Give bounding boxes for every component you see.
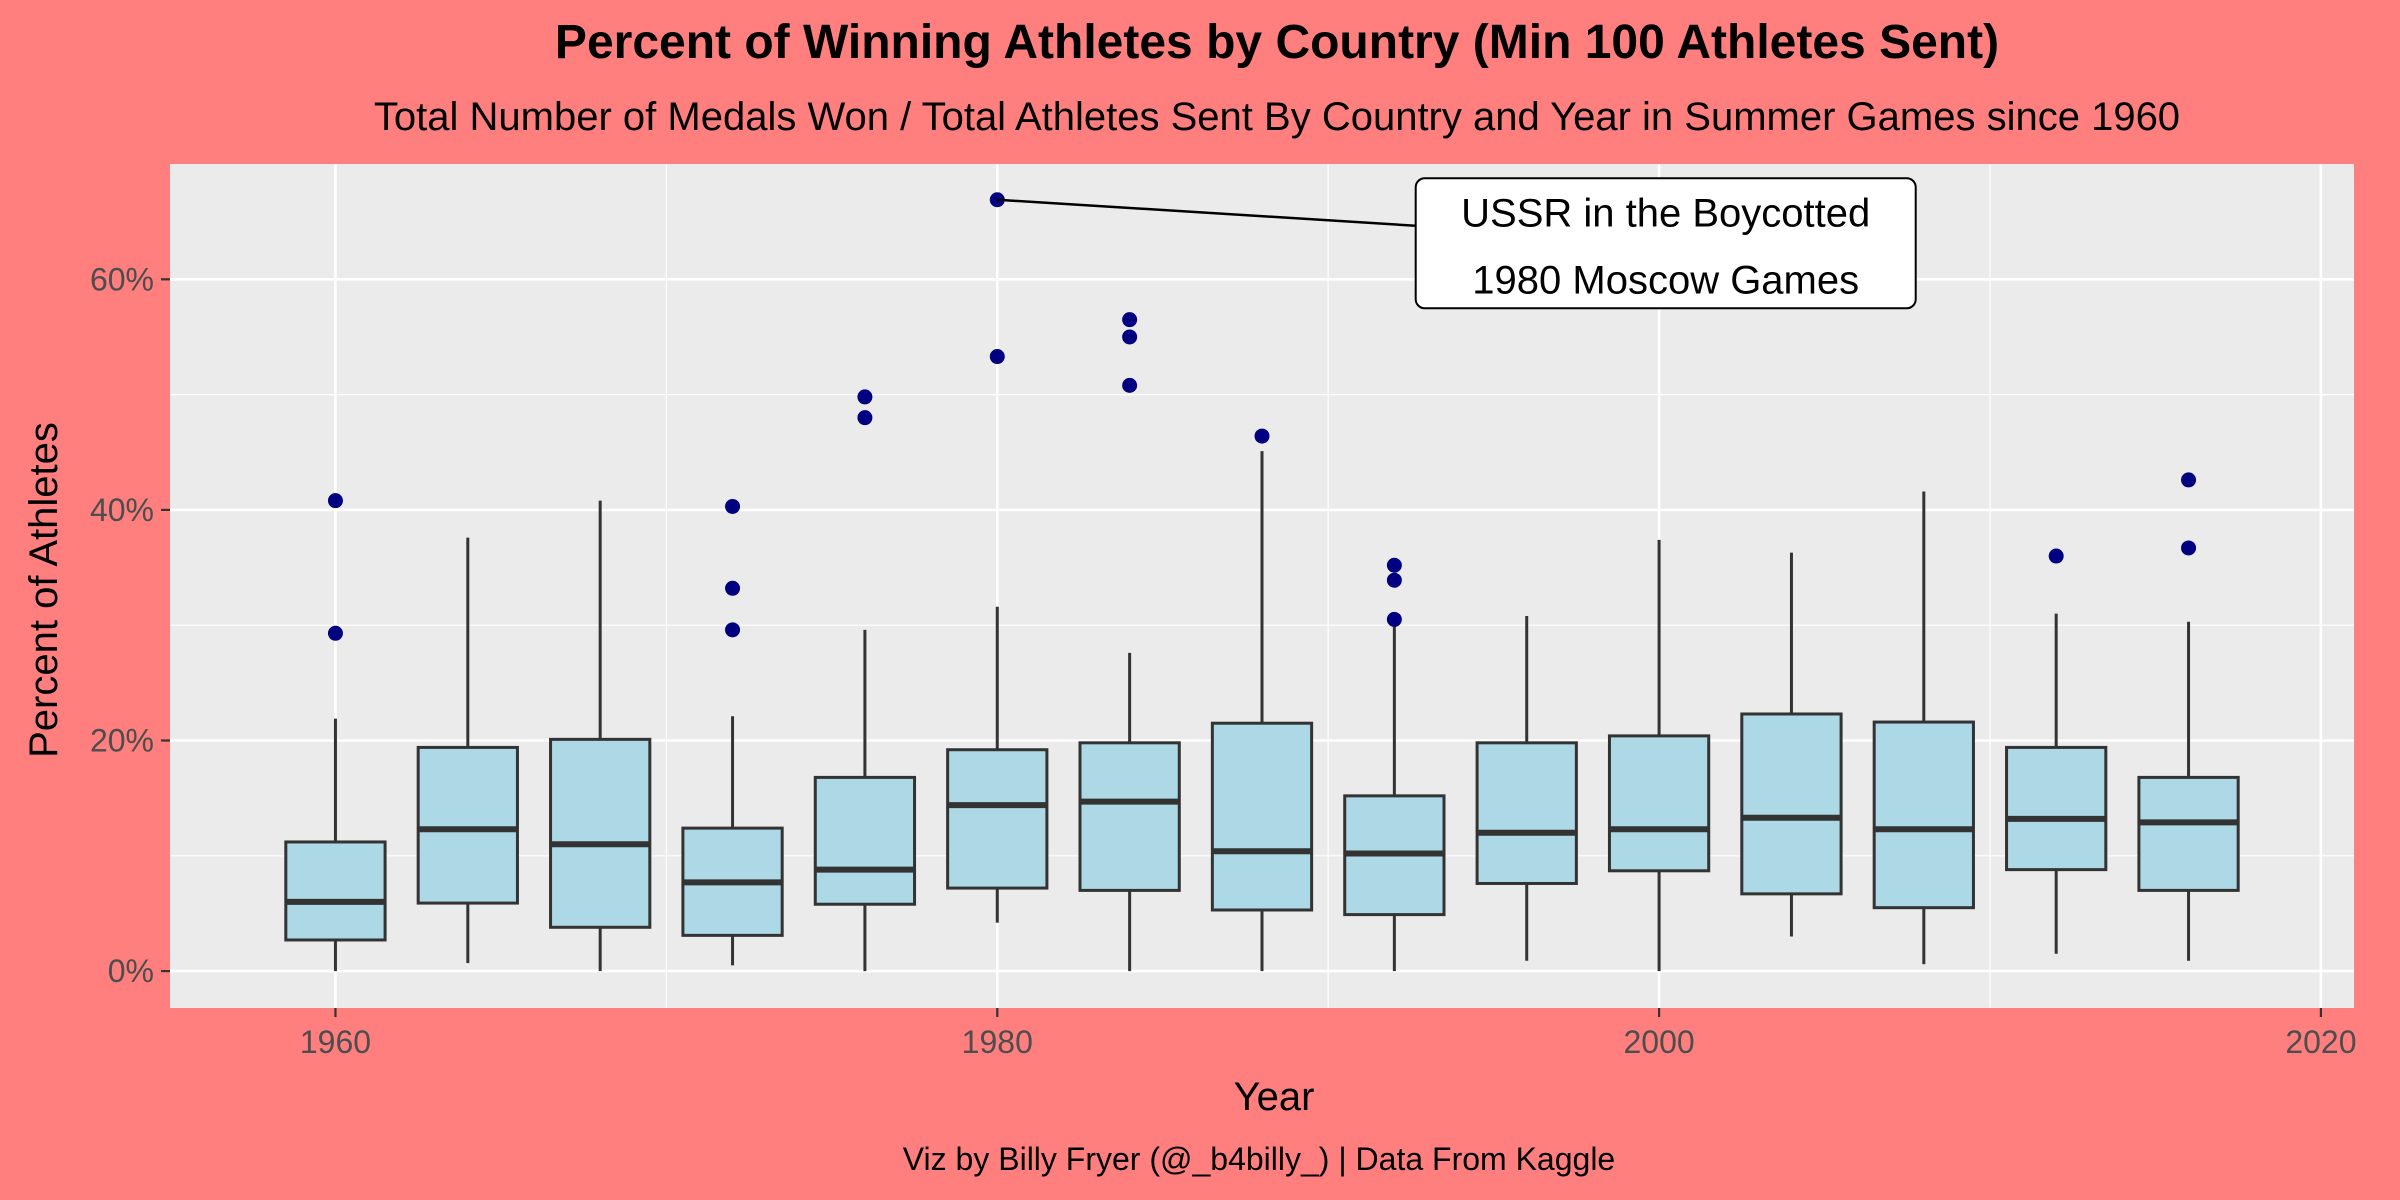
outlier-point — [1386, 572, 1402, 588]
chart-title: Percent of Winning Athletes by Country (… — [555, 16, 1999, 69]
x-tick-label: 2020 — [2285, 1024, 2356, 1060]
outlier-point — [1386, 557, 1402, 573]
box-2000 — [1607, 539, 1711, 972]
outlier-point — [989, 349, 1005, 365]
y-axis-title: Percent of Athletes — [22, 422, 66, 758]
box-1972 — [681, 716, 784, 966]
y-tick-label: 20% — [90, 723, 154, 759]
box-iqr — [1210, 721, 1314, 912]
y-tick-label: 0% — [108, 953, 154, 989]
box-1984 — [1078, 652, 1181, 972]
annotation-text: 1980 Moscow Games — [1472, 258, 1859, 302]
x-tick-label: 1960 — [300, 1024, 371, 1060]
box-1960 — [284, 718, 387, 972]
box-iqr — [2005, 745, 2108, 872]
outlier-point — [2181, 540, 2197, 556]
box-iqr — [1078, 741, 1181, 892]
box-1980 — [946, 606, 1049, 923]
outlier-point — [725, 622, 741, 638]
box-iqr — [1475, 741, 1578, 885]
box-iqr — [946, 748, 1049, 890]
box-iqr — [1740, 712, 1843, 896]
boxes — [284, 451, 2240, 972]
axes: 0% 20% 40% 60% 1960 1980 2000 2020 — [90, 261, 2357, 1060]
outlier-point — [1122, 312, 1138, 328]
annotation-box — [1414, 177, 1917, 310]
box-iqr — [1607, 734, 1711, 873]
box-2016 — [2137, 621, 2240, 961]
outlier-point — [1122, 329, 1138, 345]
chart-subtitle: Total Number of Medals Won / Total Athle… — [374, 95, 2180, 139]
box-1992 — [1343, 624, 1446, 972]
outlier-point — [327, 493, 343, 509]
outlier-point — [857, 389, 873, 405]
y-tick-label: 60% — [90, 261, 154, 297]
box-1964 — [416, 537, 519, 964]
box-2004 — [1740, 552, 1843, 937]
annotation-text: USSR in the Boycotted — [1461, 191, 1870, 235]
box-2012 — [2005, 613, 2108, 954]
outlier-point — [1254, 428, 1270, 444]
box-iqr — [549, 737, 652, 929]
outlier-point — [2181, 472, 2197, 488]
outlier-point — [725, 498, 741, 514]
box-iqr — [284, 840, 387, 942]
outlier-point — [1386, 611, 1402, 627]
box-iqr — [416, 745, 519, 905]
box-1976 — [813, 629, 917, 972]
chart-caption: Viz by Billy Fryer (@_b4billy_) | Data F… — [903, 1141, 1615, 1177]
box-iqr — [2137, 775, 2240, 892]
box-1968 — [549, 500, 652, 972]
annotation: USSR in the Boycotted 1980 Moscow Games — [997, 177, 1917, 310]
x-tick-label: 1980 — [962, 1024, 1033, 1060]
box-1988 — [1210, 451, 1314, 972]
y-tick-label: 40% — [90, 492, 154, 528]
x-axis-title: Year — [1234, 1075, 1315, 1119]
box-iqr — [813, 775, 917, 906]
outlier-point — [857, 410, 873, 426]
outlier-point — [2048, 548, 2064, 564]
outlier-point — [725, 580, 741, 596]
x-tick-label: 2000 — [1623, 1024, 1694, 1060]
box-1996 — [1475, 615, 1578, 961]
box-iqr — [1872, 720, 1975, 910]
outlier-point — [1122, 377, 1138, 393]
outlier-point — [327, 625, 343, 641]
box-2008 — [1872, 491, 1975, 965]
